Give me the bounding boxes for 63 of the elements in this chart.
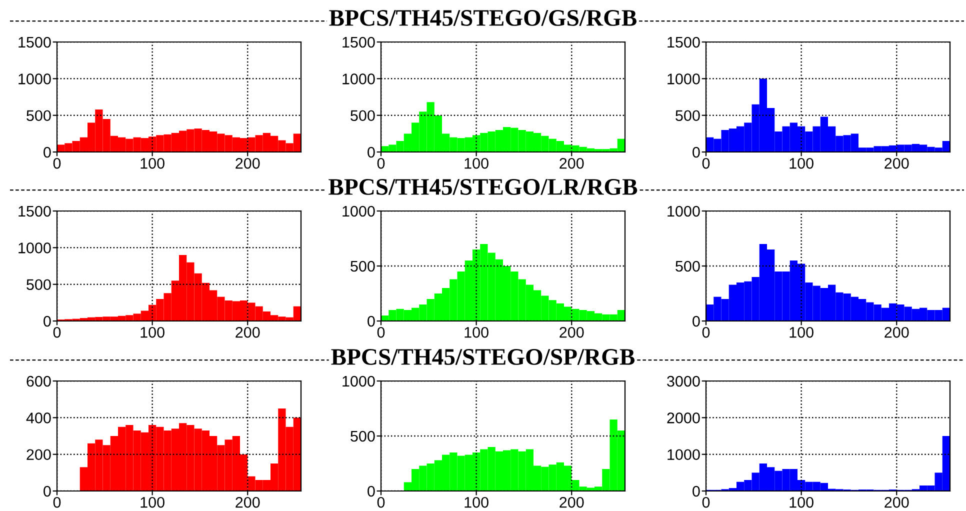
y-tick-label: 1500 <box>18 206 51 217</box>
x-tick-label: 0 <box>377 326 385 338</box>
y-tick-label: 0 <box>692 316 700 327</box>
y-tick-label: 0 <box>368 316 375 327</box>
y-tick-label: 500 <box>26 279 51 290</box>
x-tick-label: 200 <box>560 326 584 338</box>
y-tick-label: 1000 <box>342 74 375 84</box>
x-tick-label: 0 <box>377 158 385 169</box>
x-tick-label: 0 <box>53 326 61 338</box>
x-tick-label: 100 <box>140 158 164 169</box>
y-tick-label: 400 <box>26 412 51 424</box>
x-tick-label: 200 <box>884 496 909 508</box>
y-tick-label: 500 <box>26 110 51 122</box>
x-tick-label: 200 <box>560 158 584 169</box>
x-tick-label: 0 <box>702 326 710 338</box>
x-tick-label: 100 <box>464 326 488 338</box>
x-tick-label: 200 <box>560 496 584 508</box>
x-tick-label: 200 <box>236 496 260 508</box>
y-tick-label: 1000 <box>342 206 375 217</box>
x-tick-label: 0 <box>53 158 61 169</box>
x-tick-label: 100 <box>790 496 814 508</box>
x-tick-label: 100 <box>790 326 814 338</box>
y-tick-label: 200 <box>26 449 51 460</box>
y-tick-label: 0 <box>692 146 700 158</box>
y-tick-label: 1000 <box>18 242 51 254</box>
x-tick-label: 200 <box>884 158 909 169</box>
x-tick-label: 100 <box>790 158 814 169</box>
y-tick-label: 2000 <box>667 412 700 424</box>
y-tick-label: 0 <box>368 486 375 497</box>
x-tick-label: 200 <box>236 326 260 338</box>
y-tick-label: 1500 <box>18 36 51 48</box>
x-tick-label: 0 <box>377 496 385 508</box>
y-tick-label: 0 <box>44 486 51 497</box>
x-tick-label: 100 <box>140 326 164 338</box>
y-tick-label: 500 <box>350 110 375 122</box>
x-tick-label: 100 <box>464 496 488 508</box>
x-tick-label: 0 <box>702 496 710 508</box>
y-tick-label: 500 <box>350 260 375 272</box>
y-tick-label: 1500 <box>668 36 700 48</box>
x-tick-label: 200 <box>884 326 909 338</box>
y-tick-label: 600 <box>26 376 51 387</box>
y-tick-label: 0 <box>368 146 375 158</box>
y-tick-label: 1000 <box>668 449 700 460</box>
y-tick-label: 0 <box>44 316 51 327</box>
x-tick-label: 200 <box>236 158 260 169</box>
y-tick-label: 1500 <box>342 36 375 48</box>
y-tick-label: 0 <box>692 486 700 497</box>
chart-title: BPCS/TH45/STEGO/SP/RGB <box>331 349 635 365</box>
y-tick-label: 500 <box>676 110 700 122</box>
y-tick-label: 1000 <box>668 206 700 217</box>
y-tick-label: 1000 <box>668 74 700 84</box>
x-tick-label: 100 <box>140 496 164 508</box>
x-tick-label: 0 <box>53 496 61 508</box>
y-tick-label: 1000 <box>18 74 51 84</box>
chart-title: BPCS/TH45/STEGO/LR/RGB <box>328 179 638 195</box>
x-tick-label: 100 <box>464 158 488 169</box>
chart-title: BPCS/TH45/STEGO/GS/RGB <box>329 10 637 26</box>
y-tick-label: 0 <box>44 146 51 158</box>
y-tick-label: 3000 <box>667 376 700 387</box>
y-tick-label: 500 <box>676 260 700 272</box>
y-tick-label: 1000 <box>342 376 375 387</box>
y-tick-label: 500 <box>350 430 375 442</box>
x-tick-label: 0 <box>702 158 710 169</box>
